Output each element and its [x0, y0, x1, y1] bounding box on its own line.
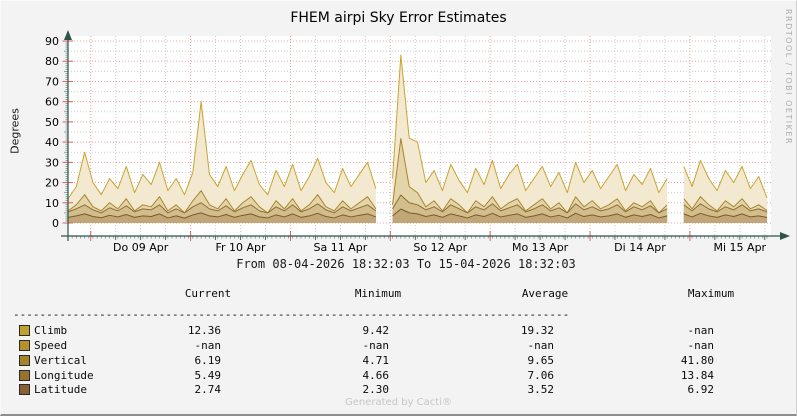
latitude-line — [392, 208, 668, 219]
y-tick-label: 70 — [45, 75, 59, 88]
latitude-line — [683, 212, 768, 218]
legend-current: -nan — [194, 339, 222, 352]
vertical-line — [392, 137, 668, 214]
latitude-line — [67, 212, 377, 219]
legend-average: 19.32 — [520, 324, 554, 337]
legend-maximum: -nan — [687, 339, 715, 352]
legend-current: 5.49 — [194, 369, 222, 382]
climb-line — [67, 101, 377, 200]
legend-minimum: 2.30 — [362, 383, 390, 396]
legend-maximum: 13.84 — [680, 369, 714, 382]
legend-label: Latitude — [34, 383, 87, 396]
legend-average: 9.65 — [527, 354, 555, 367]
legend-header-maximum: Maximum — [687, 287, 735, 300]
x-axis-arrow-icon — [780, 232, 790, 240]
legend-minimum: 4.71 — [362, 354, 390, 367]
longitude-line — [67, 202, 377, 214]
legend-minimum: 4.66 — [362, 369, 390, 382]
vertical-swatch-icon — [19, 355, 30, 366]
vertical-line — [683, 196, 768, 212]
legend-current: 12.36 — [187, 324, 221, 337]
y-tick-label: 30 — [45, 156, 59, 169]
climb-swatch-icon — [19, 325, 30, 336]
legend-current: 6.19 — [194, 354, 222, 367]
legend-maximum: 41.80 — [680, 354, 714, 367]
legend-label: Longitude — [34, 369, 94, 382]
y-tick-label: 80 — [45, 55, 59, 68]
longitude-line — [392, 194, 668, 214]
rrdtool-watermark: RRDTOOL / TOBI OETIKER — [784, 9, 793, 146]
legend-header-current: Current — [184, 287, 232, 300]
x-day-label: Di 14 Apr — [614, 241, 666, 254]
y-tick-label: 10 — [45, 197, 59, 210]
legend-minimum: -nan — [362, 339, 390, 352]
legend-average: 7.06 — [527, 369, 555, 382]
legend-minimum: 9.42 — [362, 324, 390, 337]
legend-current: 2.74 — [194, 383, 222, 396]
y-tick-label: 50 — [45, 116, 59, 129]
x-day-label: Do 09 Apr — [113, 241, 169, 254]
x-day-label: Mo 13 Apr — [512, 241, 569, 254]
legend-label: Climb — [34, 324, 68, 337]
y-tick-label: 20 — [45, 177, 59, 190]
graph-title: FHEM airpi Sky Error Estimates — [290, 10, 507, 26]
climb-line — [683, 159, 768, 199]
longitude-line — [683, 203, 768, 213]
latitude-area — [68, 212, 376, 223]
graph-canvas: 0 10 20 30 40 50 60 70 80 90 Do 09 Apr Fr 10 Apr Sa … — [45, 30, 790, 254]
legend-label: Speed — [34, 339, 68, 352]
y-tick-label: 0 — [52, 217, 59, 230]
climb-line — [392, 54, 668, 194]
legend-average: 3.52 — [527, 383, 555, 396]
x-day-label: Fr 10 Apr — [215, 241, 266, 254]
generated-by-cacti-label: Generated by Cacti® — [345, 397, 452, 408]
legend-label: Vertical — [34, 354, 87, 367]
latitude-area — [392, 209, 668, 223]
legend-maximum: 6.92 — [687, 383, 715, 396]
longitude-swatch-icon — [19, 370, 30, 381]
latitude-swatch-icon — [19, 384, 30, 395]
y-axis-arrow-icon — [64, 30, 72, 40]
y-tick-label: 40 — [45, 136, 59, 149]
x-day-label: So 12 Apr — [413, 241, 467, 254]
legend-separator: ----------------------------------------… — [13, 308, 570, 321]
legend-header-average: Average — [521, 287, 569, 300]
y-tick-label: 90 — [45, 35, 59, 48]
x-day-label: Mi 15 Apr — [714, 241, 767, 254]
time-range-label: From 08-04-2026 18:32:03 To 15-04-2026 1… — [236, 257, 576, 271]
y-tick-label: 60 — [45, 96, 59, 109]
x-day-label: Sa 11 Apr — [314, 241, 368, 254]
legend-average: -nan — [527, 339, 555, 352]
speed-swatch-icon — [19, 340, 30, 351]
legend-maximum: -nan — [687, 324, 715, 337]
legend-header-minimum: Minimum — [354, 287, 402, 300]
climb-area — [68, 101, 376, 223]
vertical-line — [67, 190, 377, 214]
